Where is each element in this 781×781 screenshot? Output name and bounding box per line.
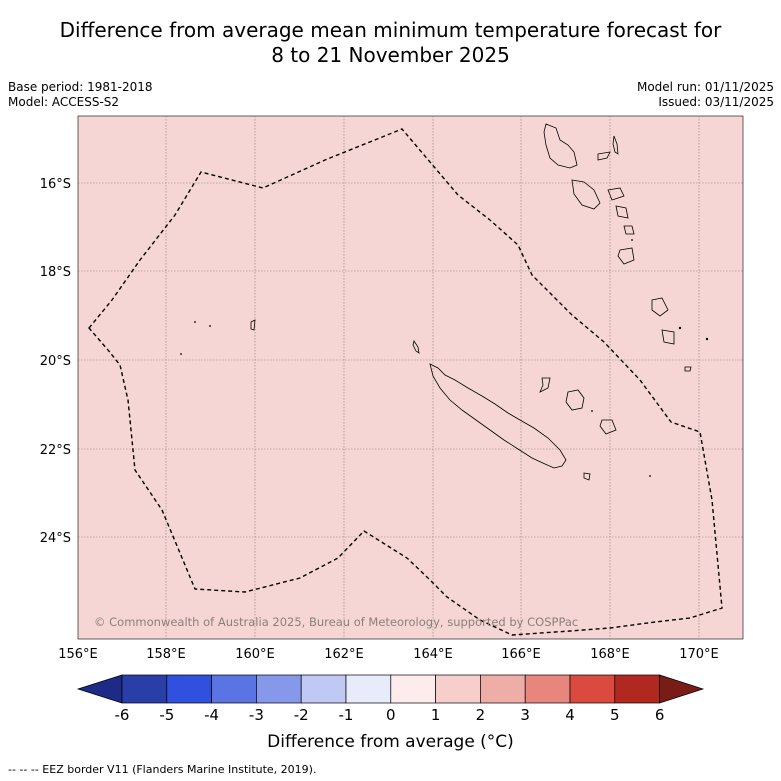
lon-labels: 156°E 158°E 160°E 162°E 164°E 166°E 168°…: [58, 647, 719, 662]
island-walpole: [583, 472, 591, 481]
lon-label: 168°E: [590, 647, 630, 662]
colorbar-tick: 3: [520, 706, 530, 724]
coastlines: [250, 123, 692, 481]
colorbar-segment: [480, 674, 526, 704]
colorbar-segment: [345, 674, 392, 704]
lon-label: 170°E: [679, 647, 719, 662]
colorbar-segment: [390, 674, 436, 704]
island-espiritu-santo: [543, 123, 578, 169]
island-efate: [623, 225, 635, 235]
island-ambrym: [607, 187, 625, 201]
island-maewo: [612, 135, 619, 155]
island-loyalty-mare: [599, 419, 617, 435]
lon-label: 160°E: [235, 647, 275, 662]
lon-label: 162°E: [324, 647, 364, 662]
colorbar-tick: -3: [249, 706, 264, 724]
title-line-1: Difference from average mean minimum tem…: [59, 18, 722, 42]
lat-label: 20°S: [40, 354, 71, 369]
colorbar-segment: [524, 674, 571, 704]
meta-left: Base period: 1981-2018 Model: ACCESS-S2: [8, 80, 153, 110]
meta-right: Model run: 01/11/2025 Issued: 03/11/2025: [637, 80, 774, 110]
colorbar-tick: -6: [115, 706, 130, 724]
colorbar-low-extension: [76, 674, 123, 704]
colorbar-segment: [435, 674, 481, 704]
copyright-text: © Commonwealth of Australia 2025, Bureau…: [94, 615, 578, 629]
island-erromango: [617, 247, 635, 265]
island-malakula: [571, 179, 601, 210]
colorbar-segment: [121, 674, 168, 704]
island-loyalty-lifou: [565, 389, 585, 411]
colorbar-segment: [211, 674, 257, 704]
lon-label: 158°E: [146, 647, 186, 662]
lat-label: 24°S: [40, 531, 71, 546]
lon-label: 166°E: [501, 647, 541, 662]
title-line-2: 8 to 21 November 2025: [271, 43, 510, 67]
colorbar: [76, 674, 705, 704]
colorbar-tick: 1: [431, 706, 441, 724]
colorbar-tick: 6: [655, 706, 665, 724]
island-tanna: [651, 297, 669, 317]
gridlines: [78, 116, 743, 639]
colorbar-ticks: -6 -5 -4 -3 -2 -1 0 1 2 3 4 5 6: [115, 706, 665, 724]
colorbar-label: Difference from average (°C): [267, 732, 514, 752]
island-aneityum: [661, 329, 675, 345]
colorbar-high-extension: [659, 674, 705, 704]
eez-border: [88, 128, 723, 636]
colorbar-tick: -1: [339, 706, 354, 724]
island-epi: [615, 205, 629, 219]
colorbar-tick: 0: [386, 706, 396, 724]
colorbar-tick: -5: [159, 706, 174, 724]
small-islets: [180, 239, 709, 477]
colorbar-tick: -2: [294, 706, 309, 724]
colorbar-segment: [300, 674, 347, 704]
island-pentecost: [597, 151, 611, 161]
map-title: Difference from average mean minimum tem…: [0, 18, 781, 68]
lon-label: 156°E: [58, 647, 98, 662]
base-period: Base period: 1981-2018: [8, 80, 153, 94]
model-name: Model: ACCESS-S2: [8, 95, 120, 109]
colorbar-segment: [256, 674, 302, 704]
island-belep: [412, 340, 420, 354]
map-area: [77, 115, 744, 640]
colorbar-tick: 4: [565, 706, 575, 724]
colorbar-tick: 2: [476, 706, 486, 724]
colorbar-segment: [569, 674, 616, 704]
colorbar-tick: 5: [610, 706, 620, 724]
lat-labels: 16°S 18°S 20°S 22°S 24°S: [40, 177, 71, 546]
island-new-caledonia: [429, 363, 567, 469]
colorbar-tick: -4: [204, 706, 219, 724]
model-run: Model run: 01/11/2025: [636, 80, 774, 94]
island-chesterfield: [250, 319, 256, 331]
colorbar-segment: [166, 674, 212, 704]
island-loyalty-ouvea: [539, 377, 551, 393]
lat-label: 18°S: [40, 265, 71, 280]
lat-label: 22°S: [40, 443, 71, 458]
colorbar-segment: [614, 674, 660, 704]
lon-label: 164°E: [413, 647, 453, 662]
issued-date: Issued: 03/11/2025: [658, 95, 774, 109]
lat-label: 16°S: [40, 177, 71, 192]
island-matthew: [684, 366, 692, 372]
eez-footnote: -- -- -- EEZ border V11 (Flanders Marine…: [8, 763, 317, 776]
